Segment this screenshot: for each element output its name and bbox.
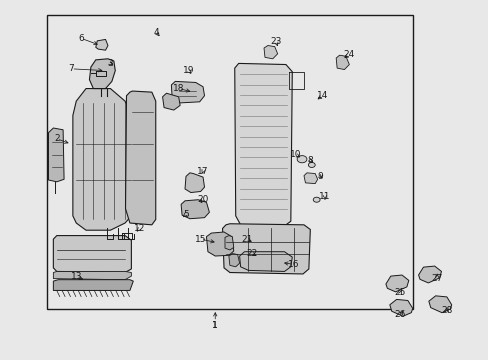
Text: 10: 10 <box>289 150 301 159</box>
Text: 26: 26 <box>394 310 406 319</box>
Text: 27: 27 <box>430 274 442 283</box>
Polygon shape <box>125 91 156 225</box>
Text: 16: 16 <box>287 260 298 269</box>
Polygon shape <box>224 235 233 250</box>
Polygon shape <box>53 271 131 280</box>
Polygon shape <box>389 300 412 316</box>
Text: 25: 25 <box>394 288 406 297</box>
Polygon shape <box>264 45 277 59</box>
Text: 18: 18 <box>173 84 184 93</box>
Text: 19: 19 <box>183 66 194 75</box>
Polygon shape <box>222 224 310 274</box>
Text: 20: 20 <box>197 195 208 204</box>
Polygon shape <box>239 252 292 271</box>
Text: 9: 9 <box>317 172 322 181</box>
Text: 23: 23 <box>270 37 281 46</box>
Text: 6: 6 <box>78 34 84 43</box>
Polygon shape <box>89 59 115 89</box>
Circle shape <box>297 156 306 163</box>
Text: 2: 2 <box>54 134 60 143</box>
Text: 1: 1 <box>212 321 218 330</box>
Polygon shape <box>335 55 348 69</box>
Polygon shape <box>304 173 317 184</box>
Text: 11: 11 <box>319 192 330 201</box>
Text: 14: 14 <box>316 91 327 100</box>
Polygon shape <box>385 275 408 292</box>
Text: 13: 13 <box>70 272 82 281</box>
Polygon shape <box>96 40 108 50</box>
Text: 24: 24 <box>343 50 354 59</box>
Polygon shape <box>53 235 131 273</box>
Text: 22: 22 <box>245 249 257 258</box>
Text: 4: 4 <box>154 28 159 37</box>
Text: 15: 15 <box>194 235 206 244</box>
Text: 28: 28 <box>440 306 451 315</box>
Polygon shape <box>171 81 204 103</box>
Text: 17: 17 <box>197 167 208 176</box>
Polygon shape <box>228 253 239 267</box>
Text: 1: 1 <box>212 321 218 330</box>
Polygon shape <box>162 93 180 110</box>
Polygon shape <box>206 232 233 256</box>
Polygon shape <box>234 63 292 226</box>
Polygon shape <box>184 173 204 193</box>
Text: 5: 5 <box>183 210 188 219</box>
Text: 8: 8 <box>307 156 312 165</box>
Polygon shape <box>73 89 131 230</box>
Text: 3: 3 <box>107 59 113 68</box>
Circle shape <box>308 162 315 167</box>
Bar <box>47 15 412 309</box>
Text: 7: 7 <box>68 64 74 73</box>
Circle shape <box>313 197 320 202</box>
Polygon shape <box>428 296 451 313</box>
Text: 12: 12 <box>134 224 145 233</box>
Text: 21: 21 <box>241 235 252 244</box>
Polygon shape <box>48 128 64 182</box>
Polygon shape <box>53 280 133 291</box>
Polygon shape <box>418 266 441 283</box>
Polygon shape <box>181 200 209 219</box>
